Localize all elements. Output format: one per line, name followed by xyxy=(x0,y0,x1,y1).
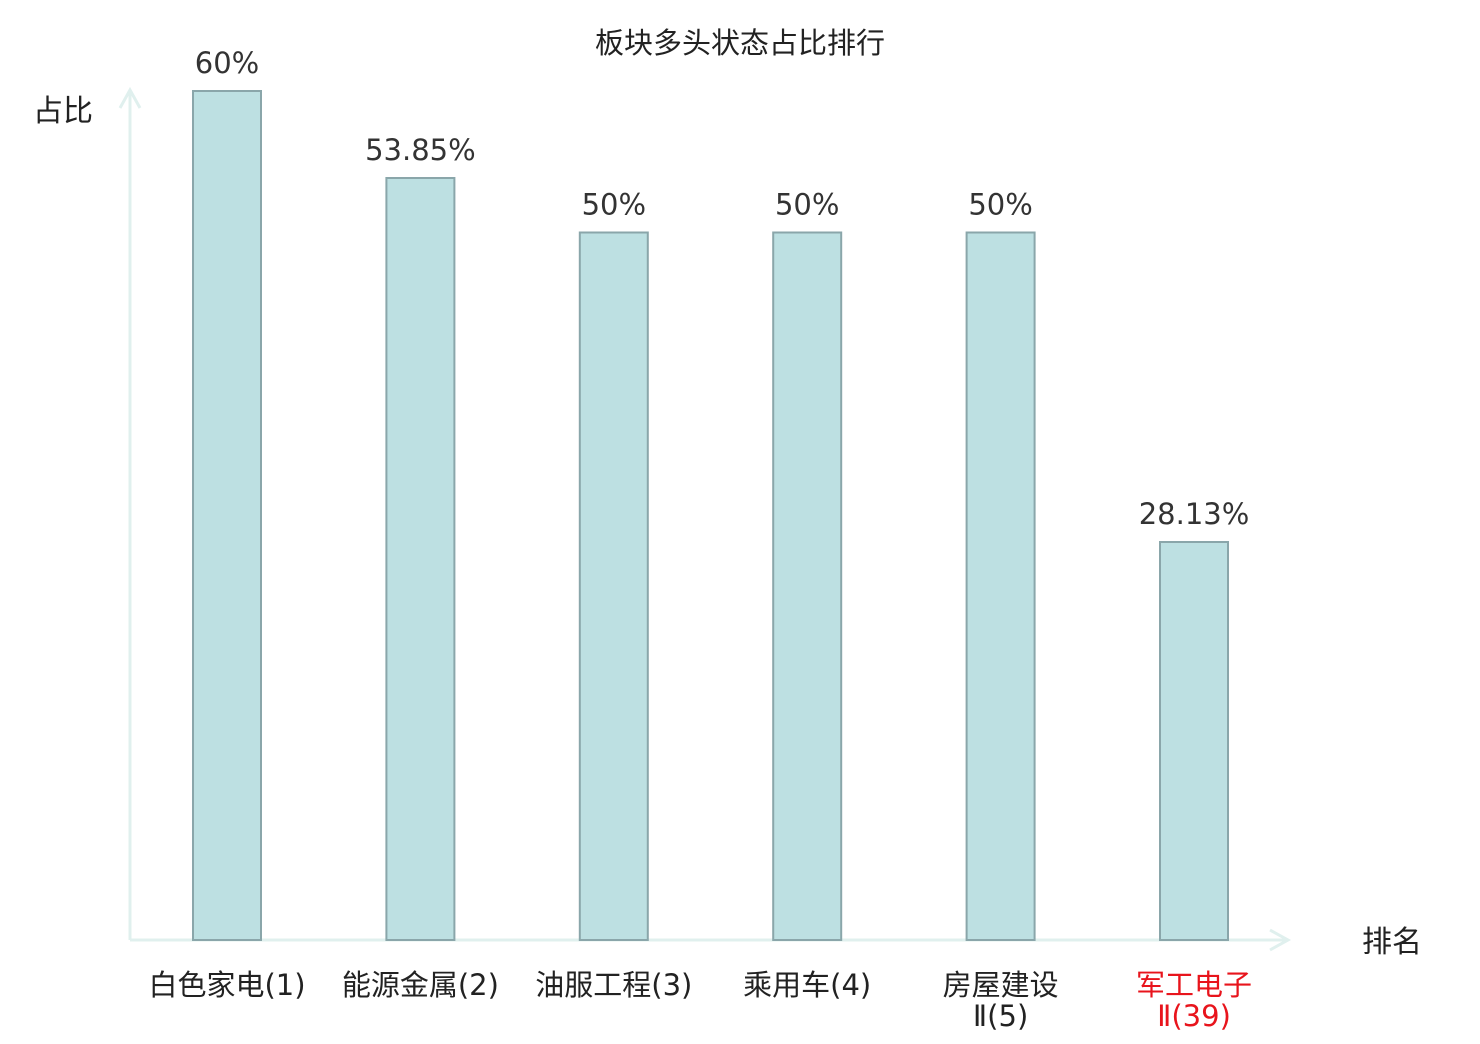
bar-value-label: 53.85% xyxy=(365,133,476,167)
y-axis-arrow xyxy=(118,86,142,109)
bar-value-label: 60% xyxy=(195,46,259,80)
bars xyxy=(192,90,1229,941)
bar xyxy=(385,177,456,941)
x-tick-label: 白色家电(1) xyxy=(148,968,305,1002)
bar xyxy=(1159,541,1229,941)
bar xyxy=(772,231,843,941)
x-tick-label: 军工电子 xyxy=(1136,968,1252,1002)
x-tick-label: Ⅱ(5) xyxy=(973,999,1028,1033)
x-tick-label: 能源金属(2) xyxy=(342,968,499,1002)
chart-title: 板块多头状态占比排行 xyxy=(595,26,885,60)
bar-value-label: 50% xyxy=(968,188,1032,222)
value-labels: 60% 53.85% 50% 50% 50% 28.13% xyxy=(195,46,1250,531)
x-tick-label: 房屋建设 xyxy=(943,968,1059,1002)
bar-value-label: 28.13% xyxy=(1139,497,1250,531)
x-axis-label: 排名 xyxy=(1362,925,1422,960)
bar xyxy=(578,231,649,941)
y-axis-label: 占比 xyxy=(33,94,93,129)
bar xyxy=(192,90,262,941)
x-tick-label: 乘用车(4) xyxy=(743,968,871,1002)
axes xyxy=(118,86,1292,952)
x-tick-label: Ⅱ(39) xyxy=(1157,999,1231,1033)
x-axis-arrow xyxy=(1269,928,1292,952)
x-tick-label: 油服工程(3) xyxy=(535,968,692,1002)
bar-value-label: 50% xyxy=(582,188,646,222)
bar xyxy=(965,231,1036,941)
bar-value-label: 50% xyxy=(775,188,839,222)
